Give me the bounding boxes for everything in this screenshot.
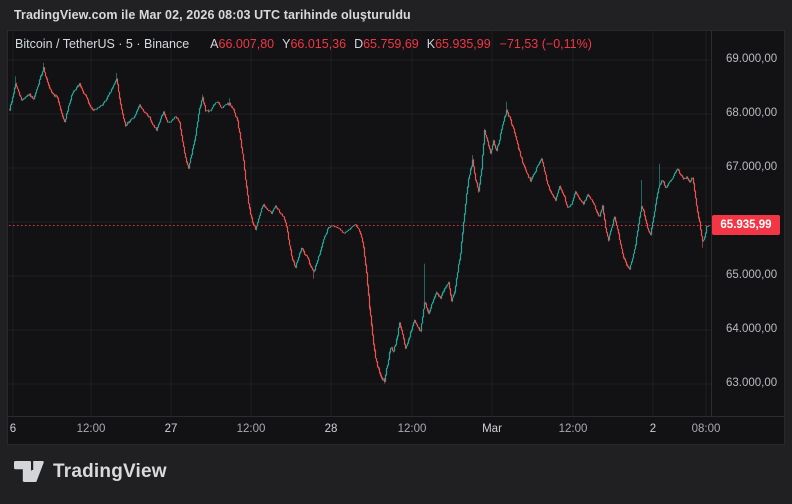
- ohlc-value: 66.007,80: [218, 37, 275, 51]
- time-scale[interactable]: 6 12:00 27 12:00 28 12:00 Mar 12:00 2 08:00: [8, 416, 720, 444]
- ohlc-value: 65.759,69: [363, 37, 419, 51]
- time-tick-label: 08:00: [691, 423, 720, 435]
- symbol-header: Bitcoin / TetherUS · 5 · Binance A66.007…: [15, 36, 592, 52]
- price-tick-label: 64.000,00: [726, 323, 778, 335]
- chart-widget: Bitcoin / TetherUS · 5 · Binance A66.007…: [7, 30, 785, 445]
- ohlc-letter: D: [354, 37, 364, 51]
- time-tick-label: 28: [324, 423, 338, 435]
- candlestick-chart[interactable]: [8, 31, 784, 444]
- price-tick-label: 63.000,00: [726, 377, 778, 389]
- price-tick-label: 65.000,00: [726, 269, 778, 281]
- time-tick-label: 12:00: [76, 423, 106, 435]
- ohlc-value: 66.015,36: [290, 37, 347, 51]
- time-tick-label: Mar: [482, 423, 502, 435]
- ohlc-values: A66.007,80 Y66.015,36 D65.759,69 K65.935,99: [202, 37, 491, 51]
- ohlc-letter: Y: [282, 37, 291, 51]
- price-tick-label: 69.000,00: [726, 53, 778, 65]
- price-tick-label: 68.000,00: [726, 107, 778, 119]
- tradingview-logo-text[interactable]: TradingView: [53, 461, 167, 482]
- time-tick-label: 6: [9, 423, 17, 435]
- ohlc-letter: K: [426, 37, 436, 51]
- change-value: −71,53 (−0,11%): [499, 37, 592, 51]
- up-candle-bodies: [9, 67, 710, 382]
- attribution-text: TradingView.com ile Mar 02, 2026 08:03 U…: [14, 8, 411, 22]
- time-tick-label: 2: [649, 423, 657, 435]
- time-tick-label: 12:00: [558, 423, 588, 435]
- tradingview-logo-icon[interactable]: [14, 460, 44, 484]
- symbol-title: Bitcoin / TetherUS · 5 · Binance: [15, 37, 190, 51]
- ohlc-letter: A: [210, 37, 219, 51]
- last-price-badge: 65.935,99: [712, 215, 780, 236]
- last-price-label: 65.935,99: [720, 219, 772, 232]
- price-tick-label: 67.000,00: [726, 161, 778, 173]
- down-candle-bodies: [8, 67, 709, 382]
- attribution-bar: TradingView.com ile Mar 02, 2026 08:03 U…: [0, 0, 792, 30]
- ohlc-value: 65.935,99: [435, 37, 491, 51]
- time-tick-label: 12:00: [397, 423, 427, 435]
- time-tick-label: 12:00: [236, 423, 266, 435]
- footer: TradingView: [14, 456, 167, 488]
- time-tick-label: 27: [164, 423, 178, 435]
